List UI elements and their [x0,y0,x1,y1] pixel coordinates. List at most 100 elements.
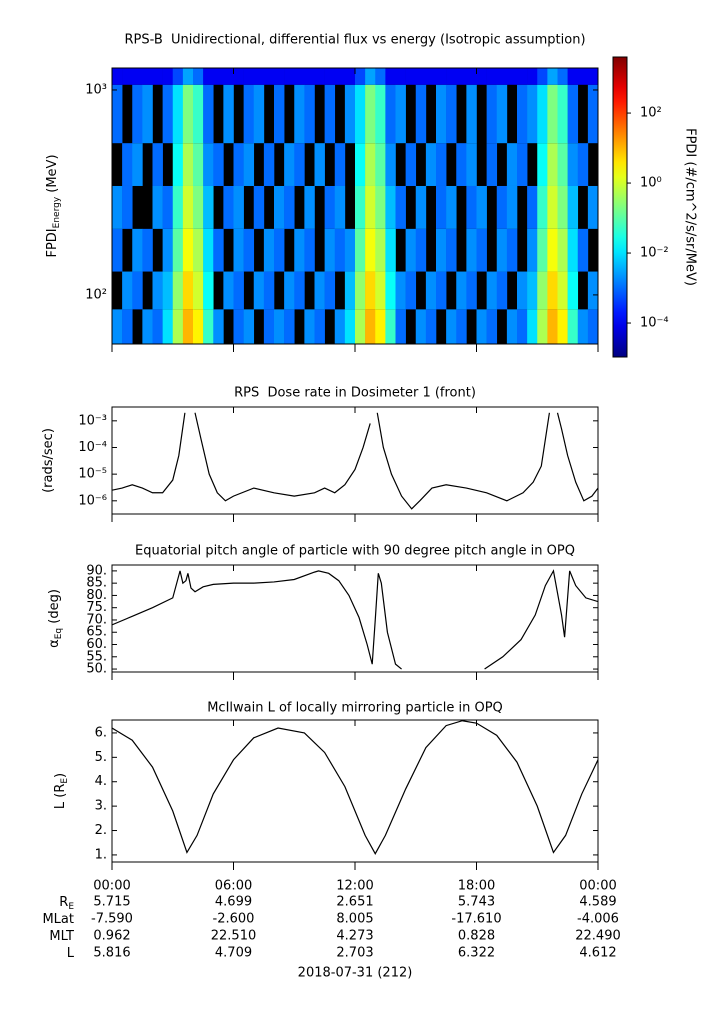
heatmap-cell [436,185,447,229]
y-tick-label: 5. [95,750,107,765]
heatmap-cell [334,68,346,85]
heatmap-cell [466,185,477,229]
heatmap-cell [284,143,295,186]
heatmap-cell [152,185,163,229]
heatmap-cell [355,271,366,310]
heatmap-cell [263,143,275,186]
heatmap-cell [142,68,153,85]
heatmap-cell [122,309,133,344]
heatmap-cell [355,185,366,229]
heatmap-cell [375,271,386,310]
heatmap-cell [395,68,406,85]
heatmap-cell [203,143,214,186]
ephemeris-value: 0.962 [93,929,130,944]
heatmap-cell [355,309,366,344]
heatmap-cell [405,271,417,310]
heatmap-cell [355,228,366,272]
heatmap-cell [294,228,305,272]
heatmap-cell [253,68,265,85]
heatmap-cell [527,228,538,272]
heatmap-cell [365,271,376,310]
heatmap-cell [567,228,579,272]
heatmap-cell [567,68,579,85]
heatmap-cell [172,271,184,310]
heatmap-cell [122,185,133,229]
heatmap-cell [415,84,427,144]
heatmap-cell [182,143,194,186]
heatmap-cell [436,228,447,272]
y-axis-label: L (RE) [53,773,70,809]
ephemeris-label-text: MLT [49,929,74,944]
heatmap-cell [506,143,518,186]
heatmap-cell [415,185,427,229]
heatmap-cell [314,271,325,310]
heatmap-cell [567,271,579,310]
heatmap-cell [334,228,346,272]
heatmap-cell [152,271,163,310]
heatmap-cell [587,271,598,310]
heatmap-cell [223,84,234,144]
heatmap-cell [517,309,528,344]
heatmap-cell [193,228,204,272]
heatmap-cell [355,84,366,144]
y-label-unit: (deg) [47,589,62,628]
heatmap-cell [284,185,295,229]
ephemeris-value: 4.589 [579,895,616,910]
ephemeris-value: 2.703 [336,946,373,961]
heatmap-cell [577,68,589,85]
y-tick-label: 10⁻⁴ [78,440,107,455]
ephemeris-label: L [67,946,75,961]
heatmap-cell [203,271,214,310]
heatmap-cell [122,68,133,85]
y-label-text: α [47,639,62,648]
heatmap-cell [557,68,568,85]
heatmap-cell [233,68,244,85]
heatmap-cell [152,143,163,186]
heatmap-cell [274,84,285,144]
heatmap-cell [243,143,255,186]
heatmap-cell [344,84,356,144]
heatmap-cell [172,84,184,144]
heatmap-cell [375,143,386,186]
heatmap-cell [547,68,558,85]
heatmap-cell [587,68,598,85]
heatmap-cell [527,84,538,144]
heatmap-cell [517,84,528,144]
heatmap-cell [486,271,498,310]
heatmap-cell [193,84,204,144]
heatmap-cell [436,84,447,144]
heatmap-cell [476,185,487,229]
ephemeris-value: 4.612 [579,946,616,961]
heatmap-cell [375,68,386,85]
heatmap-cell [233,143,244,186]
heatmap-cell [446,185,457,229]
heatmap-cell [253,185,265,229]
heatmap-cell [223,185,234,229]
heatmap-cell [314,68,325,85]
heatmap-cell [577,143,589,186]
x-tick-label: 00:00 [579,879,616,894]
heatmap-cell [527,309,538,344]
heatmap-cell [395,185,406,229]
heatmap-cell [537,84,548,144]
heatmap-cell [496,68,508,85]
ephemeris-value: -4.006 [577,912,619,927]
heatmap-cell [233,271,244,310]
y-label-sub: Energy [52,196,62,228]
heatmap-cell [324,84,336,144]
y-tick-label: 10⁻⁵ [78,467,107,482]
heatmap-cell [365,228,376,272]
y-tick-label: 50. [86,662,107,677]
y-tick-label: 90. [86,563,107,578]
heatmap-cell [193,68,204,85]
heatmap-cell [496,185,508,229]
heatmap-cell [314,309,325,344]
heatmap-cell [436,143,447,186]
ephemeris-label: MLat [42,912,74,927]
heatmap-cell [294,84,305,144]
heatmap-cell [587,309,598,344]
heatmap-cell [476,68,487,85]
heatmap-cell [446,309,457,344]
ephemeris-label-text: R [59,895,68,910]
heatmap-cell [527,185,538,229]
